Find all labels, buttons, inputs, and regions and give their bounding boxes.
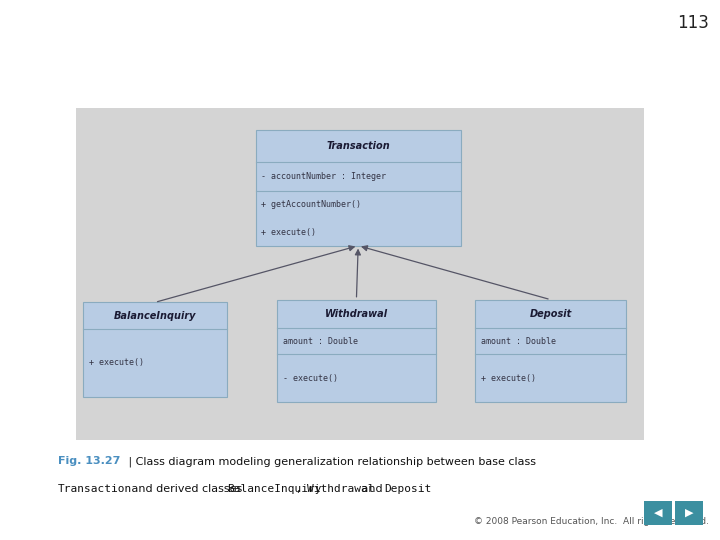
Text: Deposit: Deposit xyxy=(530,309,572,319)
Text: Fig. 13.27: Fig. 13.27 xyxy=(58,456,120,467)
Text: Withdrawal: Withdrawal xyxy=(307,484,375,495)
Text: and: and xyxy=(358,484,386,495)
Text: + execute(): + execute() xyxy=(89,359,143,367)
FancyBboxPatch shape xyxy=(76,108,644,440)
FancyBboxPatch shape xyxy=(675,501,703,525)
Text: Withdrawal: Withdrawal xyxy=(325,309,388,319)
Text: ,: , xyxy=(297,484,305,495)
Text: ▶: ▶ xyxy=(685,508,693,518)
Text: .: . xyxy=(421,484,425,495)
Text: BalanceInquiry: BalanceInquiry xyxy=(114,310,196,321)
Text: © 2008 Pearson Education, Inc.  All rights reserved.: © 2008 Pearson Education, Inc. All right… xyxy=(474,517,709,526)
Text: and derived classes: and derived classes xyxy=(128,484,246,495)
Text: 113: 113 xyxy=(678,14,709,31)
FancyBboxPatch shape xyxy=(83,302,227,397)
Text: + execute(): + execute() xyxy=(261,227,316,237)
Text: - execute(): - execute() xyxy=(283,374,338,383)
FancyBboxPatch shape xyxy=(475,300,626,402)
Text: + getAccountNumber(): + getAccountNumber() xyxy=(261,200,361,210)
Text: BalanceInquiry: BalanceInquiry xyxy=(228,484,322,495)
Text: Deposit: Deposit xyxy=(384,484,431,495)
FancyBboxPatch shape xyxy=(277,300,436,402)
FancyBboxPatch shape xyxy=(644,501,672,525)
Text: amount : Double: amount : Double xyxy=(283,337,358,346)
Text: | Class diagram modeling generalization relationship between base class: | Class diagram modeling generalization … xyxy=(125,456,536,467)
Text: - accountNumber : Integer: - accountNumber : Integer xyxy=(261,172,387,181)
FancyBboxPatch shape xyxy=(256,130,461,246)
Text: amount : Double: amount : Double xyxy=(481,337,556,346)
Text: ◀: ◀ xyxy=(654,508,662,518)
Text: Transaction: Transaction xyxy=(58,484,132,495)
Text: Transaction: Transaction xyxy=(326,141,390,151)
Text: + execute(): + execute() xyxy=(481,374,536,383)
